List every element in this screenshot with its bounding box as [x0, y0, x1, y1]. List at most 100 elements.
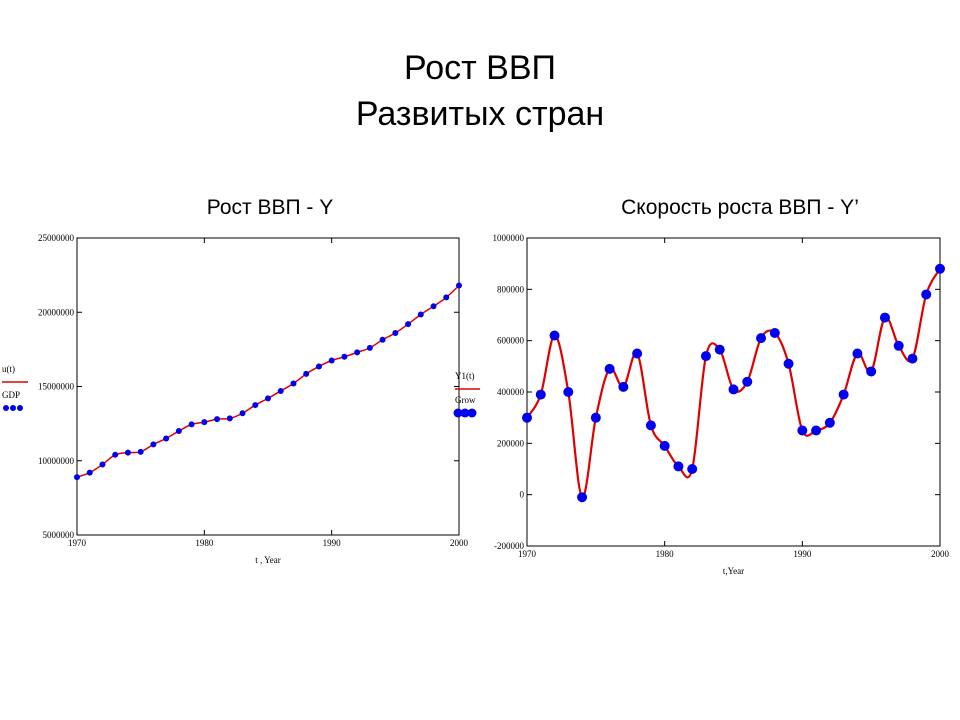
series-line-u(t)	[76, 284, 460, 478]
data-point	[838, 389, 849, 400]
data-point	[392, 330, 399, 337]
y-axis-label-top: u(t)	[2, 364, 15, 374]
y-tick-label: 15000000	[38, 382, 75, 392]
chart-1: 5000000 10000000 15000000 20000000 25000000 1…	[2, 233, 469, 565]
data-point	[604, 363, 615, 374]
y-tick-label: 400000	[497, 387, 525, 397]
data-point	[99, 461, 106, 468]
data-point	[137, 448, 144, 455]
data-point	[921, 289, 932, 300]
x-tick-label: 1970	[518, 549, 537, 559]
data-point	[756, 333, 767, 344]
slide-title-line1: Рост ВВП	[404, 49, 556, 87]
data-point	[417, 311, 424, 318]
data-point	[443, 294, 450, 301]
legend-point-sample	[453, 408, 463, 418]
x-axis-label: t , Year	[255, 555, 281, 565]
data-point	[700, 351, 711, 362]
x-tick-label: 2000	[450, 538, 469, 548]
data-point	[645, 420, 656, 431]
data-point	[201, 419, 208, 426]
data-point	[907, 353, 918, 364]
legend-point-sample	[460, 408, 470, 418]
data-point	[824, 417, 835, 428]
data-point	[74, 474, 80, 481]
data-point	[577, 492, 588, 503]
data-point	[366, 344, 373, 351]
x-tick-label: 1980	[195, 538, 214, 548]
y-tick-label: 200000	[497, 438, 525, 448]
data-point	[535, 389, 546, 400]
data-point	[214, 416, 221, 423]
data-point	[769, 327, 780, 338]
y-tick-label: -200000	[494, 541, 524, 551]
data-point	[893, 340, 904, 351]
data-point	[687, 464, 698, 474]
data-point	[659, 440, 670, 451]
x-tick-label: 2000	[931, 549, 950, 559]
data-point	[175, 428, 182, 435]
data-point	[797, 425, 808, 436]
data-point	[935, 263, 945, 274]
data-point	[522, 412, 532, 423]
chart1-title: Рост ВВП - Y	[206, 196, 334, 219]
data-point	[277, 387, 284, 394]
y-axis-label-top: Y1(t)	[455, 371, 475, 381]
x-axis-label: t,Year	[723, 566, 744, 576]
data-point	[618, 381, 629, 392]
y-tick-label: 1000000	[493, 233, 525, 243]
data-point	[226, 415, 233, 422]
data-point	[405, 321, 412, 328]
y-axis-label-bottom: Grow	[455, 395, 476, 405]
data-point	[879, 312, 890, 323]
x-tick-label: 1990	[793, 549, 812, 559]
chart2-title: Скорость роста ВВП - Y’	[621, 196, 859, 219]
data-point	[265, 395, 271, 402]
data-point	[852, 348, 863, 359]
y-tick-label: 25000000	[38, 233, 75, 243]
data-point	[150, 441, 157, 448]
y-tick-label: 800000	[497, 284, 525, 294]
data-point	[456, 282, 462, 289]
data-point	[783, 358, 794, 369]
y-tick-label: 5000000	[43, 530, 75, 540]
legend-point-sample	[17, 405, 23, 411]
data-point	[632, 348, 643, 359]
legend-point-sample	[10, 405, 16, 411]
legend-point-sample	[467, 408, 477, 418]
data-point	[290, 380, 297, 387]
plot-frame	[76, 237, 460, 536]
data-point	[341, 353, 348, 360]
data-point	[866, 366, 877, 377]
chart-2: -200000 0 200000 400000 600000 800000 1000000 1…	[453, 233, 950, 576]
data-point	[549, 330, 560, 341]
y-tick-label: 20000000	[38, 307, 75, 317]
y-axis-label-bottom: GDP	[2, 390, 20, 400]
data-point	[188, 421, 195, 428]
data-point	[563, 387, 574, 397]
data-point	[728, 384, 739, 395]
y-tick-label: 0	[520, 490, 525, 500]
x-tick-label: 1970	[68, 538, 87, 548]
y-tick-label: 10000000	[38, 456, 75, 466]
series-line-Y1(t)	[526, 268, 941, 499]
slide-title-line2: Развитых стран	[355, 95, 605, 133]
data-point	[112, 451, 119, 458]
data-point	[315, 363, 322, 370]
data-point	[430, 303, 437, 310]
data-point	[742, 376, 753, 387]
data-point	[590, 412, 601, 423]
data-point	[124, 449, 131, 456]
data-point	[379, 336, 386, 343]
data-point	[328, 357, 335, 364]
data-point	[252, 402, 259, 409]
data-point	[354, 349, 361, 356]
data-point	[86, 469, 93, 476]
data-point	[163, 435, 170, 442]
data-point	[239, 410, 246, 417]
data-point	[714, 344, 725, 355]
x-tick-label: 1980	[656, 549, 675, 559]
data-point	[811, 425, 822, 436]
data-point	[303, 370, 310, 377]
